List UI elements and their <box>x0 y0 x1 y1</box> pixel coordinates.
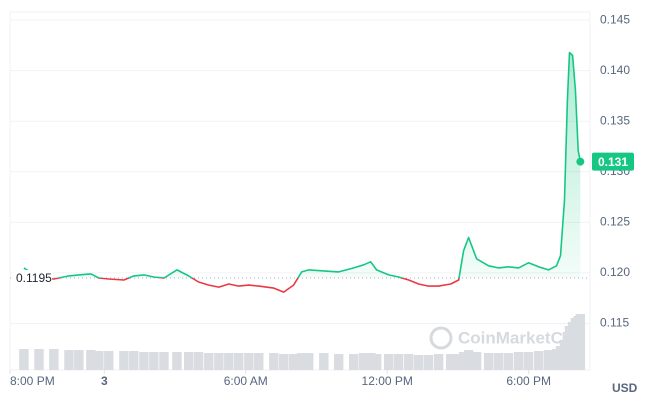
volume-bar <box>269 353 279 370</box>
current-price-box <box>592 152 634 171</box>
volume-bar <box>349 354 359 370</box>
x-tick-label: 12:00 PM <box>362 374 413 388</box>
volume-bar <box>319 353 329 370</box>
volume-bar <box>513 352 524 370</box>
current-dot <box>576 157 585 166</box>
volume-bar <box>453 354 464 370</box>
volume-bar <box>19 349 29 370</box>
volume-bar <box>74 350 84 370</box>
volume-bar <box>413 355 424 370</box>
volume-bar <box>184 352 194 370</box>
volume-bar <box>119 351 129 370</box>
volume-bar <box>393 354 404 370</box>
volume-bar <box>403 354 414 370</box>
volume-bar <box>149 352 159 370</box>
y-tick-label: 0.145 <box>600 12 630 26</box>
watermark-text: CoinMarketCap <box>458 328 583 347</box>
volume-bar <box>523 352 534 370</box>
volume-bar <box>104 351 114 370</box>
baseline-label: 0.1195 <box>16 271 52 285</box>
volume-bar <box>172 352 182 370</box>
volume-bar <box>493 353 504 370</box>
volume-bar <box>575 314 586 370</box>
volume-bar <box>358 353 369 370</box>
current-price-label: 0.131 <box>598 155 628 169</box>
volume-bar <box>433 354 444 370</box>
volume-bar <box>129 351 139 370</box>
volume-bar <box>503 353 514 370</box>
volume-bar <box>543 350 554 370</box>
volume-bar <box>204 353 214 370</box>
volume-bar <box>224 353 234 370</box>
volume-bar <box>94 351 104 370</box>
plot-frame <box>9 11 591 371</box>
volume-bar <box>34 349 44 370</box>
volume-bar <box>333 354 344 370</box>
volume-bar <box>296 353 307 370</box>
watermark: CoinMarketCap <box>429 326 583 350</box>
volume-bar <box>193 352 204 370</box>
baseline-label-bg <box>12 269 52 286</box>
x-tick-label: 8:00 PM <box>10 374 55 388</box>
volume-bar <box>371 354 382 370</box>
x-tick-label: 6:00 PM <box>506 374 551 388</box>
y-tick-label: 0.125 <box>600 215 630 229</box>
volume-bar <box>214 353 224 370</box>
volume-bar <box>139 352 149 370</box>
volume-bar <box>86 350 96 370</box>
volume-bar <box>533 351 544 370</box>
volume-bar <box>423 355 434 370</box>
x-tick-label: 3 <box>101 374 108 388</box>
y-tick-label: 0.135 <box>600 113 630 127</box>
volume-bar <box>463 350 474 370</box>
volume-bar <box>383 354 394 370</box>
volume-bar <box>64 350 74 370</box>
area <box>23 52 581 278</box>
y-tick-label: 0.140 <box>600 63 630 77</box>
price-line <box>23 51 582 293</box>
volume-bar <box>233 353 244 370</box>
volume-bar <box>279 354 289 370</box>
volume-bar <box>458 352 469 370</box>
volume-bar <box>288 354 299 370</box>
volume-bar <box>159 352 169 370</box>
y-tick-label: 0.120 <box>600 265 630 279</box>
volume-bar <box>49 349 59 370</box>
y-tick-label: 0.115 <box>600 316 629 330</box>
volume-bar <box>254 353 264 370</box>
volume-bar <box>244 353 254 370</box>
x-tick-label: 6:00 AM <box>224 374 268 388</box>
volume-bar <box>445 354 456 370</box>
unit-label: USD <box>612 381 638 395</box>
volume-bar <box>483 353 494 370</box>
volume-bar <box>366 353 376 370</box>
volume-bar <box>304 353 314 370</box>
volume-bar <box>471 352 482 370</box>
